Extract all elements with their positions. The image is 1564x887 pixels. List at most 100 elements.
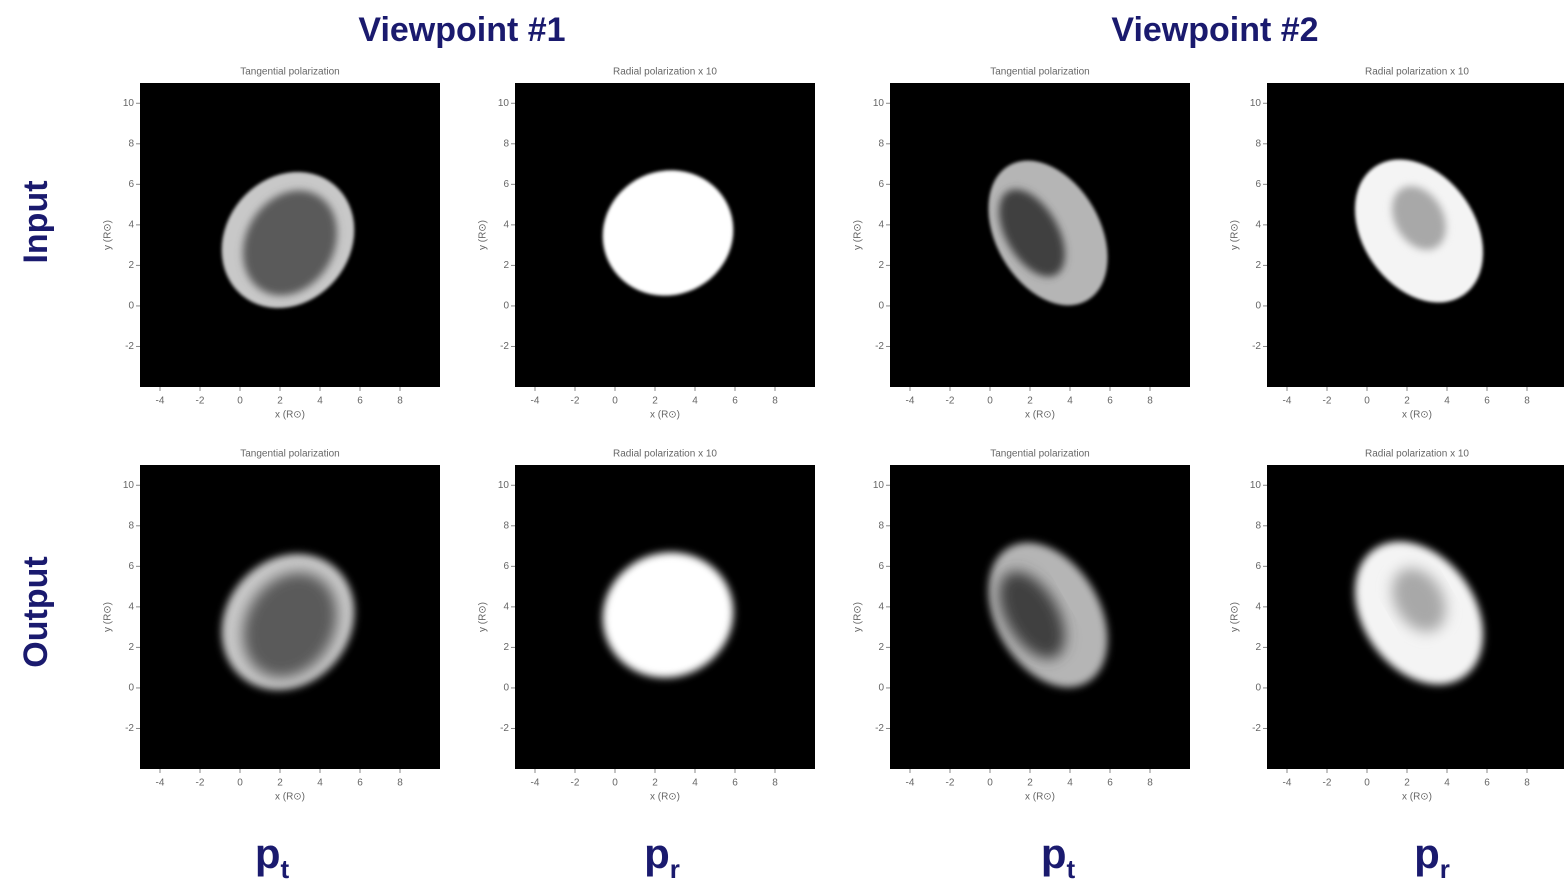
y-tick-label: 4 (128, 220, 134, 231)
y-tick-label: -2 (125, 341, 134, 352)
column-symbol: pt (1041, 830, 1076, 884)
x-tick-label: -4 (906, 396, 915, 407)
x-tick-label: 8 (1524, 778, 1530, 789)
y-tick-label: -2 (500, 341, 509, 352)
symbol-subscript: r (1440, 854, 1450, 884)
y-tick-label: 6 (878, 179, 884, 190)
x-axis-label: x (R⊙) (1402, 792, 1432, 803)
y-tick-label: 4 (878, 602, 884, 613)
y-tick-label: 10 (123, 480, 135, 491)
x-tick-label: 0 (612, 396, 618, 407)
x-tick-label: -2 (196, 778, 205, 789)
x-tick-label: -4 (531, 396, 540, 407)
x-tick-label: 6 (1107, 396, 1113, 407)
y-tick-label: 6 (503, 179, 509, 190)
y-tick-label: 8 (878, 138, 884, 149)
x-tick-label: 8 (1147, 396, 1153, 407)
x-tick-label: 6 (732, 396, 738, 407)
y-tick-label: 4 (1255, 220, 1261, 231)
column-header: Viewpoint #1 (358, 11, 565, 49)
y-tick-label: 2 (128, 260, 134, 271)
y-tick-label: 10 (498, 98, 510, 109)
x-tick-label: 4 (317, 778, 323, 789)
x-tick-label: 4 (1444, 778, 1450, 789)
y-tick-label: 2 (1255, 260, 1261, 271)
y-tick-label: 0 (1255, 301, 1261, 312)
panel-title: Tangential polarization (240, 67, 340, 78)
x-tick-label: 0 (987, 396, 993, 407)
y-tick-label: 10 (498, 480, 510, 491)
y-axis-label: y (R⊙) (103, 602, 114, 632)
y-tick-label: 0 (878, 301, 884, 312)
x-tick-label: -2 (1323, 778, 1332, 789)
y-tick-label: 4 (1255, 602, 1261, 613)
y-axis-label: y (R⊙) (478, 602, 489, 632)
panel-title: Radial polarization x 10 (613, 67, 717, 78)
y-tick-label: 2 (503, 642, 509, 653)
x-tick-label: 6 (1484, 396, 1490, 407)
y-axis-label: y (R⊙) (853, 602, 864, 632)
row-label: Input (17, 180, 55, 263)
panel-title: Tangential polarization (240, 449, 340, 460)
y-tick-label: 0 (1255, 683, 1261, 694)
x-tick-label: 8 (397, 778, 403, 789)
x-axis-label: x (R⊙) (650, 410, 680, 421)
y-tick-label: 8 (878, 520, 884, 531)
x-tick-label: 2 (652, 396, 658, 407)
symbol-subscript: t (1066, 854, 1075, 884)
x-tick-label: -2 (946, 396, 955, 407)
panel-title: Tangential polarization (990, 67, 1090, 78)
y-tick-label: 8 (503, 520, 509, 531)
x-tick-label: -2 (1323, 396, 1332, 407)
panel-title: Tangential polarization (990, 449, 1090, 460)
x-tick-label: -4 (156, 396, 165, 407)
x-tick-label: 6 (732, 778, 738, 789)
panel-title: Radial polarization x 10 (1365, 449, 1469, 460)
panel: Tangential polarization-4-202468-2024681… (103, 449, 440, 803)
x-tick-label: 2 (652, 778, 658, 789)
y-tick-label: 2 (503, 260, 509, 271)
x-tick-label: -2 (571, 778, 580, 789)
x-tick-label: -4 (156, 778, 165, 789)
x-tick-label: 4 (1444, 396, 1450, 407)
x-tick-label: -4 (1283, 396, 1292, 407)
x-tick-label: 8 (772, 778, 778, 789)
y-axis-label: y (R⊙) (103, 220, 114, 250)
y-tick-label: 10 (873, 98, 885, 109)
symbol-main: p (255, 830, 281, 877)
y-tick-label: 4 (878, 220, 884, 231)
symbol-main: p (644, 830, 670, 877)
y-tick-label: 4 (503, 220, 509, 231)
y-tick-label: 6 (878, 561, 884, 572)
y-tick-label: -2 (875, 341, 884, 352)
y-axis-label: y (R⊙) (1230, 220, 1241, 250)
x-axis-label: x (R⊙) (275, 792, 305, 803)
y-tick-label: 8 (1255, 520, 1261, 531)
x-tick-label: 6 (357, 778, 363, 789)
row-label: Output (17, 556, 55, 667)
x-tick-label: 8 (772, 396, 778, 407)
y-tick-label: 0 (503, 683, 509, 694)
y-tick-label: 2 (128, 642, 134, 653)
x-tick-label: 2 (1404, 396, 1410, 407)
symbol-subscript: r (670, 854, 680, 884)
y-tick-label: 2 (1255, 642, 1261, 653)
x-axis-label: x (R⊙) (1025, 792, 1055, 803)
x-tick-label: 4 (1067, 778, 1073, 789)
column-header: Viewpoint #2 (1111, 11, 1318, 49)
x-tick-label: 0 (612, 778, 618, 789)
x-tick-label: 2 (1404, 778, 1410, 789)
y-tick-label: 6 (1255, 179, 1261, 190)
y-tick-label: 6 (1255, 561, 1261, 572)
x-tick-label: 4 (1067, 396, 1073, 407)
x-tick-label: 2 (277, 396, 283, 407)
y-tick-label: -2 (500, 723, 509, 734)
x-tick-label: 4 (692, 778, 698, 789)
y-tick-label: 4 (128, 602, 134, 613)
x-tick-label: 2 (1027, 396, 1033, 407)
y-tick-label: 8 (128, 138, 134, 149)
y-tick-label: 2 (878, 642, 884, 653)
